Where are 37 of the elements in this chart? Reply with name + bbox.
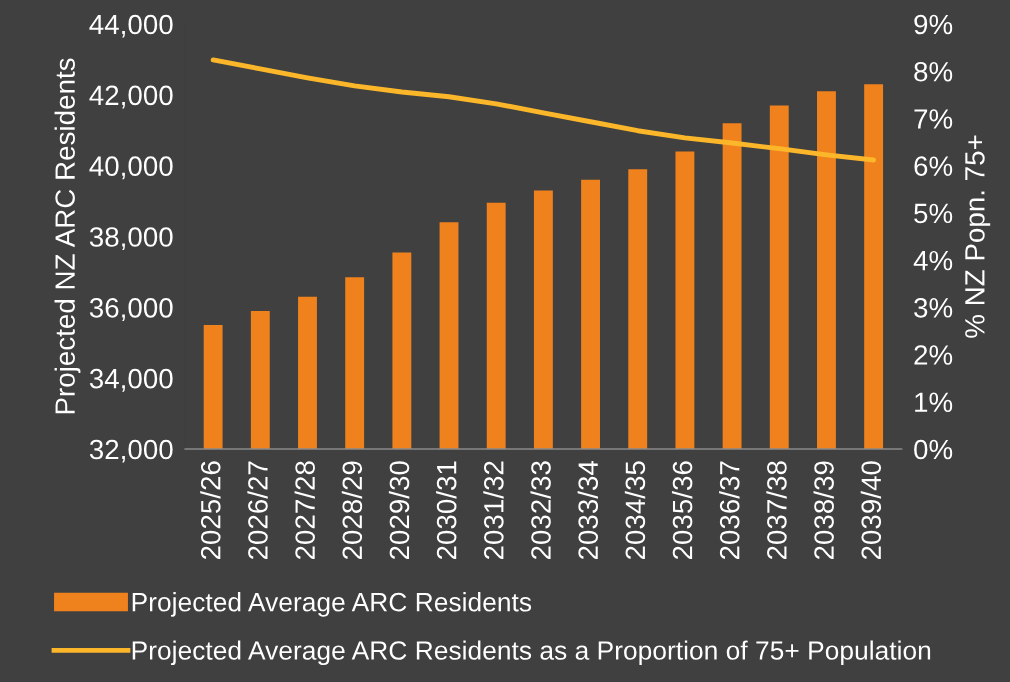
y2-tick-label: 4% xyxy=(913,250,953,271)
y2-tick-label: 8% xyxy=(914,61,953,82)
line-series xyxy=(210,57,877,163)
y-tick-label: 44,000 xyxy=(89,14,173,38)
x-tick-label: 2038/39 xyxy=(813,461,834,560)
x-tick-label: 2035/36 xyxy=(671,461,693,560)
y-tick-label: 32,000 xyxy=(89,439,173,463)
y-tick-label: 40,000 xyxy=(89,156,173,180)
y2-tick-label: 2% xyxy=(914,345,953,365)
y-tick-label: 34,000 xyxy=(89,368,173,392)
x-tick-label: 2031/32 xyxy=(483,461,504,560)
x-tick-label: 2028/29 xyxy=(341,461,363,560)
y2-tick-label: 5% xyxy=(914,203,953,224)
y2-tick-label: 7% xyxy=(914,109,953,129)
y2-tick-label: 1% xyxy=(915,392,953,413)
x-tick-label: 2039/40 xyxy=(860,461,882,560)
legend-label: Projected Average ARC Residents as a Proportion of 75+ Population xyxy=(132,640,931,666)
x-tick-label: 2029/30 xyxy=(388,461,410,560)
x-tick-label: 2026/27 xyxy=(247,461,268,560)
y2-tick-label: 9% xyxy=(914,14,953,35)
x-tick-label: 2033/34 xyxy=(577,460,599,560)
y-axis-title: Projected NZ ARC Residents xyxy=(54,58,81,414)
y2-tick-label: 3% xyxy=(914,298,953,318)
x-tick-label: 2037/38 xyxy=(766,461,787,560)
y-tick-label: 42,000 xyxy=(89,85,173,109)
x-tick-label: 2036/37 xyxy=(719,461,740,560)
x-tick-label: 2025/26 xyxy=(200,461,221,560)
x-tick-label: 2027/28 xyxy=(294,461,315,560)
x-tick-label: 2034/35 xyxy=(624,461,646,560)
y2-axis-title: % NZ Popn. 75+ xyxy=(965,135,991,338)
x-tick-label: 2030/31 xyxy=(436,461,457,560)
x-tick-label: 2032/33 xyxy=(530,461,551,560)
y2-tick-label: 6% xyxy=(914,156,953,177)
y2-tick-label: 0% xyxy=(914,439,953,460)
y-tick-label: 36,000 xyxy=(89,298,173,321)
legend-label: Projected Average ARC Residents xyxy=(132,592,532,617)
y-tick-label: 38,000 xyxy=(89,227,173,251)
